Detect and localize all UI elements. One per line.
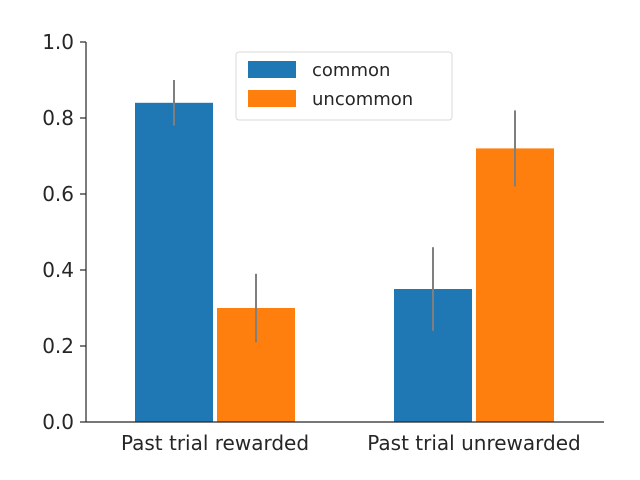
y-ticks: 0.0 0.2 0.4 0.6 0.8 1.0 — [42, 30, 86, 434]
legend: common uncommon — [235, 51, 453, 121]
legend-swatch-common — [248, 61, 296, 78]
x-category-label: Past trial rewarded — [121, 431, 309, 455]
error-bars — [173, 80, 516, 343]
y-tick-label: 0.8 — [42, 106, 74, 130]
y-tick-label: 0.2 — [42, 334, 74, 358]
legend-label-common: common — [312, 60, 390, 81]
bar-uncommon-1 — [476, 148, 554, 422]
legend-label-uncommon: uncommon — [312, 89, 413, 110]
x-category-labels: Past trial rewarded Past trial unrewarded — [121, 431, 581, 455]
legend-swatch-uncommon — [248, 90, 296, 107]
y-tick-label: 0.4 — [42, 258, 74, 282]
bar-common-0 — [135, 102, 213, 423]
bars — [135, 102, 554, 423]
y-tick-label: 1.0 — [42, 30, 74, 54]
y-tick-label: 0.0 — [42, 410, 74, 434]
x-category-label: Past trial unrewarded — [367, 431, 580, 455]
y-tick-label: 0.6 — [42, 182, 74, 206]
